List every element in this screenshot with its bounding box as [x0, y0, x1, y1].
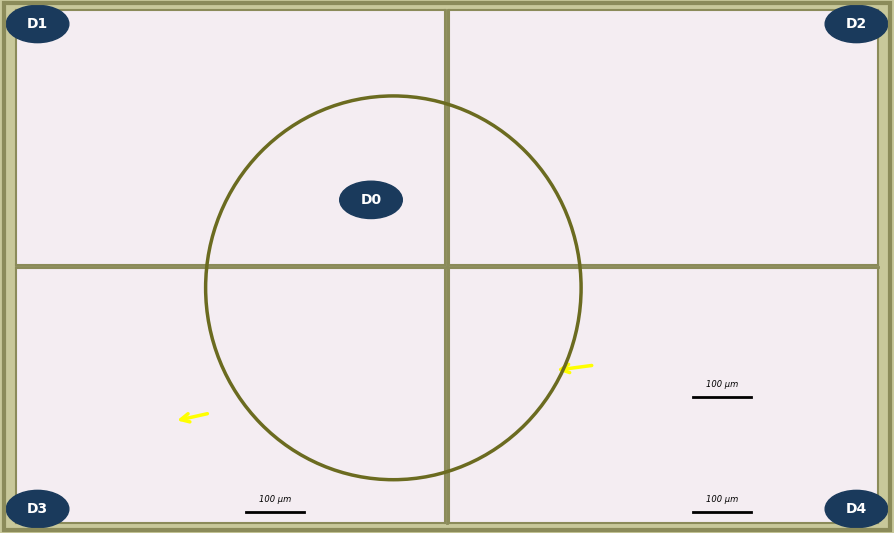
Text: D4: D4	[846, 502, 867, 516]
Text: D0: D0	[360, 193, 382, 207]
Circle shape	[340, 181, 402, 219]
Circle shape	[825, 5, 888, 43]
Text: D1: D1	[27, 17, 48, 31]
Text: 100 μm: 100 μm	[258, 495, 291, 504]
Text: D2: D2	[846, 17, 867, 31]
Text: 100 μm: 100 μm	[705, 495, 738, 504]
Circle shape	[6, 490, 69, 528]
Text: D3: D3	[27, 502, 48, 516]
Circle shape	[825, 490, 888, 528]
Circle shape	[6, 5, 69, 43]
Text: 100 μm: 100 μm	[705, 380, 738, 389]
